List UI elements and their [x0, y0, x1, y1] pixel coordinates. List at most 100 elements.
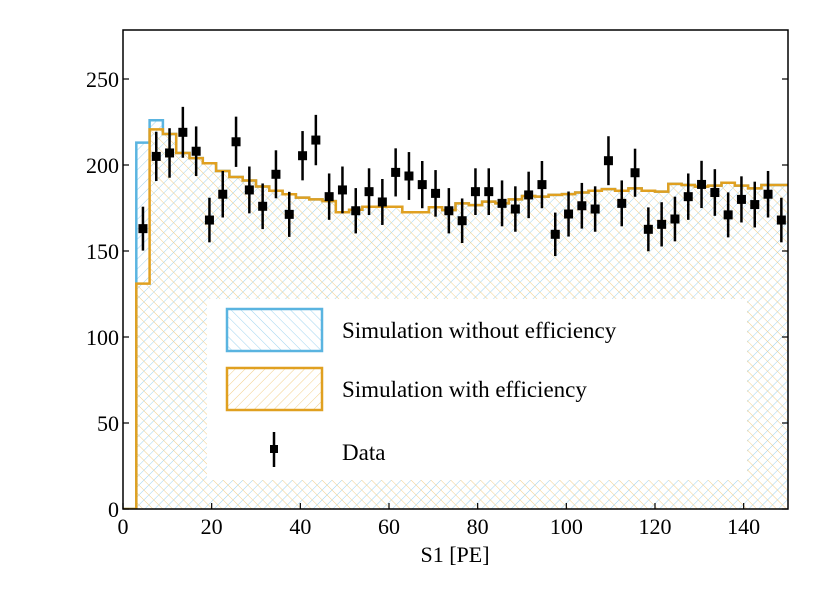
data-point	[337, 166, 347, 214]
data-point	[763, 170, 773, 218]
data-point	[683, 173, 693, 220]
data-marker	[204, 215, 214, 225]
data-point	[377, 179, 387, 225]
data-marker	[550, 229, 560, 239]
data-point	[617, 180, 627, 227]
data-marker	[723, 210, 733, 220]
data-point	[204, 197, 214, 243]
data-point	[298, 131, 308, 181]
data-point	[431, 170, 441, 217]
data-marker	[497, 198, 507, 208]
data-point	[231, 116, 241, 167]
x-tick-label: 0	[118, 514, 129, 539]
data-marker	[484, 187, 494, 197]
data-point	[630, 148, 640, 197]
axes: 0 20 40 60 80 100 120 140 0 50 100 150 200 250	[86, 67, 788, 539]
data-point	[564, 191, 574, 237]
legend-label: Simulation without efficiency	[342, 318, 617, 343]
data-point	[590, 186, 600, 232]
data-marker	[191, 146, 201, 156]
data-marker	[683, 192, 693, 202]
data-marker	[244, 185, 254, 195]
x-tick-label: 40	[289, 514, 311, 539]
data-marker	[351, 206, 361, 216]
data-marker	[444, 206, 454, 216]
data-marker	[510, 204, 520, 214]
legend-entry: Data	[270, 432, 385, 467]
data-marker	[590, 204, 600, 214]
data-point	[497, 180, 507, 227]
data-point	[271, 150, 281, 199]
y-tick-label: 50	[97, 411, 119, 436]
data-marker	[524, 190, 534, 200]
data-point	[444, 188, 454, 234]
data-point	[577, 182, 587, 229]
data-point	[151, 131, 161, 182]
data-marker	[138, 224, 148, 234]
data-marker	[258, 201, 268, 211]
legend-label: Simulation with efficiency	[342, 377, 587, 402]
data-point	[178, 106, 188, 158]
data-marker	[178, 127, 188, 137]
data-point	[723, 192, 733, 238]
data-marker	[710, 188, 720, 198]
data-point	[657, 202, 667, 247]
data-marker	[470, 187, 480, 197]
legend-entry: Simulation with efficiency	[225, 366, 587, 412]
x-axis-label: S1 [PE]	[420, 542, 489, 567]
data-marker	[603, 156, 613, 166]
legend-swatch	[225, 307, 324, 353]
data-marker	[776, 215, 786, 225]
x-tick-label: 120	[639, 514, 672, 539]
data-marker	[151, 151, 161, 161]
data-marker	[564, 209, 574, 219]
data-marker	[311, 135, 321, 145]
data-point	[244, 166, 254, 214]
data-marker	[643, 224, 653, 234]
data-point	[537, 160, 547, 209]
data-point	[218, 170, 228, 218]
data-point	[284, 191, 294, 237]
data-marker	[417, 180, 427, 190]
y-tick-label: 200	[86, 153, 119, 178]
data-points	[138, 106, 786, 257]
data-marker	[298, 151, 308, 161]
data-marker	[537, 180, 547, 190]
data-point	[736, 176, 746, 223]
data-marker	[630, 168, 640, 178]
legend-label: Data	[342, 440, 385, 465]
y-tick-label: 250	[86, 67, 119, 92]
data-marker	[231, 137, 241, 147]
data-marker	[364, 187, 374, 197]
data-marker	[736, 194, 746, 204]
y-tick-label: 0	[108, 497, 119, 522]
x-tick-label: 140	[727, 514, 760, 539]
data-point	[351, 188, 361, 234]
data-point	[697, 160, 707, 209]
data-marker	[165, 148, 175, 158]
legend-swatch	[225, 366, 324, 412]
data-point	[364, 168, 374, 216]
data-marker	[324, 192, 334, 202]
data-point	[391, 148, 401, 197]
data-marker	[271, 169, 281, 179]
data-point	[643, 207, 653, 252]
data-marker	[218, 189, 228, 199]
data-point	[510, 186, 520, 232]
data-point	[404, 152, 414, 200]
data-point	[776, 197, 786, 243]
legend-marker	[270, 445, 278, 453]
data-marker	[457, 216, 467, 226]
x-tick-label: 20	[201, 514, 223, 539]
data-point	[165, 128, 175, 178]
data-point	[550, 212, 560, 257]
data-point	[417, 160, 427, 209]
data-point	[138, 206, 148, 251]
plot-frame	[122, 29, 789, 510]
data-point	[484, 168, 494, 216]
data-marker	[617, 198, 627, 208]
y-tick-label: 100	[86, 325, 119, 350]
x-tick-label: 60	[378, 514, 400, 539]
data-point	[470, 168, 480, 216]
